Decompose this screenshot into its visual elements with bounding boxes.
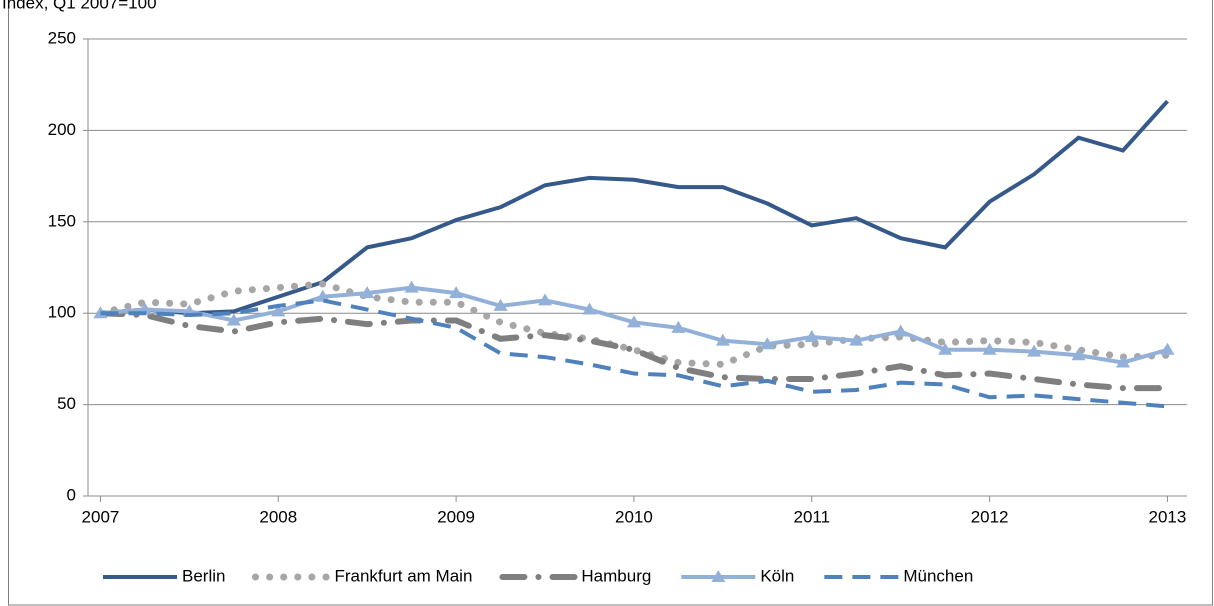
series-marker <box>449 286 464 299</box>
x-tick-label: 2012 <box>971 507 1009 526</box>
series-line <box>97 310 1171 392</box>
series-marker <box>671 320 686 333</box>
series-marker <box>404 280 419 293</box>
legend-label: Hamburg <box>581 566 651 585</box>
legend-label: Berlin <box>182 566 225 585</box>
legend-label: Köln <box>760 566 794 585</box>
y-tick-label: 100 <box>48 303 76 322</box>
series-marker <box>360 286 375 299</box>
series-line <box>100 298 1168 409</box>
chart-frame <box>8 0 1213 606</box>
legend-label: Frankfurt am Main <box>334 566 472 585</box>
series-marker <box>1115 355 1130 368</box>
series-marker <box>1071 348 1086 361</box>
series-marker <box>315 289 330 302</box>
x-tick-label: 2008 <box>259 507 297 526</box>
series-marker <box>893 324 908 337</box>
series-line <box>96 280 1171 368</box>
x-tick-label: 2007 <box>82 507 120 526</box>
series-marker <box>760 337 775 350</box>
legend-marker <box>711 570 726 582</box>
series-marker <box>271 304 286 317</box>
series-marker <box>626 315 641 328</box>
series-marker <box>1160 342 1175 355</box>
y-tick-label: 250 <box>48 28 76 47</box>
series-line <box>100 99 1169 316</box>
y-tick-label: 150 <box>48 211 76 230</box>
x-tick-label: 2011 <box>793 507 830 526</box>
series-marker <box>493 298 508 311</box>
series-marker <box>1027 344 1042 357</box>
series-marker <box>226 313 241 326</box>
series-marker <box>982 342 997 355</box>
x-tick-label: 2013 <box>1149 507 1187 526</box>
y-tick-label: 0 <box>67 485 76 504</box>
series-marker <box>538 293 553 306</box>
y-tick-label: 50 <box>57 394 76 413</box>
chart-title: Index, Q1 2007=100 <box>2 0 157 12</box>
series-marker <box>804 329 819 342</box>
series-marker <box>715 333 730 346</box>
series-marker <box>582 302 597 315</box>
y-tick-label: 200 <box>48 120 76 139</box>
series-marker <box>938 342 953 355</box>
series-marker <box>849 333 864 346</box>
x-tick-label: 2009 <box>437 507 475 526</box>
legend-label: München <box>903 566 973 585</box>
x-tick-label: 2010 <box>615 507 653 526</box>
